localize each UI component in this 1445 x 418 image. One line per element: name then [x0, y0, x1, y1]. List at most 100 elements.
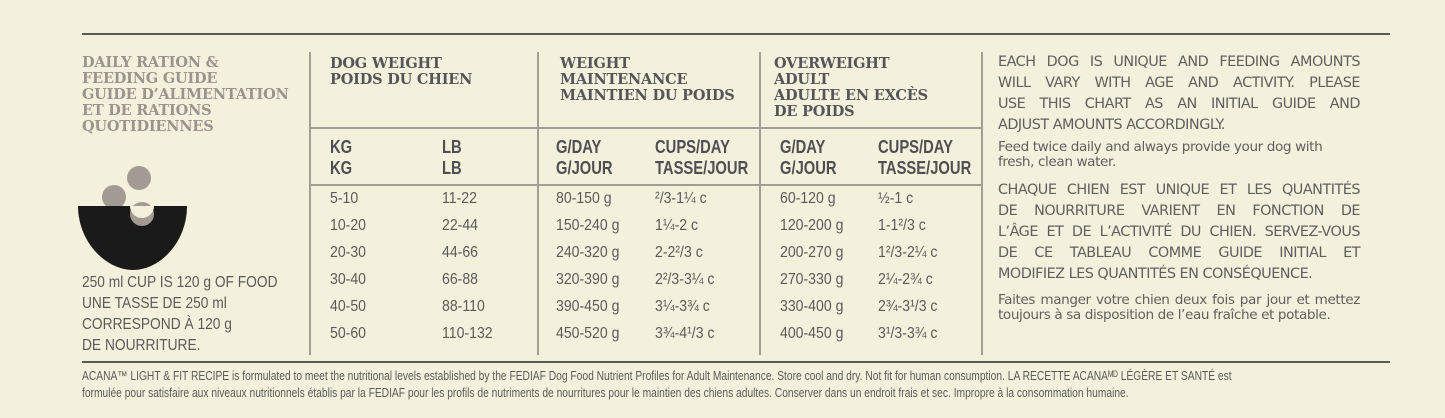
top-rule — [82, 33, 1390, 35]
cell-over-grams: 200-270 g — [780, 244, 844, 261]
subheader-divider — [310, 184, 982, 186]
header-line: DE POIDS — [774, 103, 855, 120]
cup-conversion-note: 250 ml CUP IS 120 g OF FOOD UNE TASSE DE… — [82, 272, 278, 356]
text-line: CHAQUE CHIEN EST UNIQUE ET LES QUANTITÉS — [998, 182, 1361, 198]
sub-line: KG — [330, 137, 353, 157]
cell-over-grams: 330-400 g — [780, 298, 844, 315]
title-line: QUOTIDIENNES — [82, 118, 214, 135]
over-cups-header: CUPS/DAY TASSE/JOUR — [878, 137, 971, 179]
text-line: DE CE TABLEAU COMME GUIDE INITIAL ET — [998, 245, 1361, 261]
sub-line: LB — [442, 137, 462, 157]
sub-line: LB — [442, 158, 462, 178]
title-line: FEEDING GUIDE — [82, 70, 218, 87]
cell-maint-cups: 3¾-4¹/3 c — [655, 325, 715, 342]
cell-kg: 30-40 — [330, 271, 367, 288]
feeding-guide-title: DAILY RATION & FEEDING GUIDE GUIDE D’ALI… — [82, 55, 307, 135]
text-line: EACH DOG IS UNIQUE AND FEEDING AMOUNTS — [998, 54, 1361, 70]
cell-maint-cups: 2²/3-3¼ c — [655, 271, 715, 288]
divider-weight-maint — [537, 52, 539, 355]
food-bowl-icon — [78, 166, 187, 270]
note-line: DE NOURRITURE. — [82, 337, 201, 354]
text-line: WILL VARY WITH AGE AND ACTIVITY. PLEASE — [998, 75, 1361, 91]
cell-over-cups: 2¼-2¾ c — [878, 271, 933, 288]
cell-maint-grams: 320-390 g — [556, 271, 620, 288]
cell-maint-grams: 390-450 g — [556, 298, 620, 315]
cell-lb: 22-44 — [442, 217, 479, 234]
cell-kg: 10-20 — [330, 217, 367, 234]
sub-line: TASSE/JOUR — [655, 158, 749, 178]
cell-maint-cups: 3¼-3¾ c — [655, 298, 710, 315]
fr-feeding-note: Faites manger votre chien deux fois par … — [998, 292, 1360, 323]
maint-cups-header: CUPS/DAY TASSE/JOUR — [655, 137, 748, 179]
cell-over-cups: ½-1 c — [878, 190, 914, 207]
cell-maint-grams: 450-520 g — [556, 325, 620, 342]
en-guidance-caps: EACH DOG IS UNIQUE AND FEEDING AMOUNTS W… — [998, 52, 1361, 136]
sub-line: G/DAY — [780, 137, 826, 157]
divider-overweight — [759, 52, 761, 355]
sub-line: G/JOUR — [556, 158, 613, 178]
sub-line: TASSE/JOUR — [878, 158, 972, 178]
header-line: MAINTENANCE — [560, 71, 688, 88]
text-line: USE THIS CHART AS AN INITIAL GUIDE AND — [998, 96, 1361, 112]
note-line: UNE TASSE DE 250 ml — [82, 295, 227, 312]
en-feeding-note: Feed twice daily and always provide your… — [998, 139, 1323, 170]
header-line: DOG WEIGHT — [330, 55, 442, 72]
cell-maint-grams: 240-320 g — [556, 244, 620, 261]
cell-over-cups: 2¾-3¹/3 c — [878, 298, 938, 315]
maint-gday-header: G/DAY G/JOUR — [556, 137, 613, 179]
legal-footer: ACANA™ LIGHT & FIT RECIPE is formulated … — [82, 368, 1312, 402]
cell-maint-cups: 1¼-2 c — [655, 217, 699, 234]
cell-lb: 88-110 — [442, 298, 485, 315]
dog-weight-header: DOG WEIGHT POIDS DU CHIEN — [330, 56, 472, 88]
cell-kg: 40-50 — [330, 298, 367, 315]
weight-maintenance-header: WEIGHT MAINTENANCE MAINTIEN DU POIDS — [560, 56, 735, 104]
cell-lb: 66-88 — [442, 271, 479, 288]
title-line: GUIDE D’ALIMENTATION — [82, 86, 289, 103]
cell-kg: 20-30 — [330, 244, 367, 261]
over-gday-header: G/DAY G/JOUR — [780, 137, 837, 179]
title-line: DAILY RATION & — [82, 54, 219, 71]
cell-over-cups: 1-1²/3 c — [878, 217, 926, 234]
cell-maint-grams: 150-240 g — [556, 217, 620, 234]
header-line: MAINTIEN DU POIDS — [560, 87, 735, 104]
divider-right — [981, 52, 983, 355]
sub-line: KG — [330, 158, 353, 178]
cell-lb: 110-132 — [442, 325, 493, 342]
cell-maint-cups: ²/3-1¼ c — [655, 190, 707, 207]
cell-over-grams: 270-330 g — [780, 271, 844, 288]
text-line: MODIFIEZ LES QUANTITÉS EN CONSÉQUENCE. — [998, 266, 1313, 282]
cell-maint-grams: 80-150 g — [556, 190, 612, 207]
cell-over-grams: 400-450 g — [780, 325, 844, 342]
cell-maint-cups: 2-2²/3 c — [655, 244, 703, 261]
lb-header: LB LB — [442, 137, 462, 179]
divider-left — [309, 52, 311, 355]
header-line: ADULTE EN EXCÈS — [774, 87, 928, 104]
cell-lb: 11-22 — [442, 190, 477, 207]
cell-over-grams: 120-200 g — [780, 217, 844, 234]
cell-over-cups: 3¹/3-3¾ c — [878, 325, 938, 342]
cell-lb: 44-66 — [442, 244, 479, 261]
sub-line: CUPS/DAY — [878, 137, 953, 157]
bottom-rule — [82, 361, 1390, 363]
kg-header: KG KG — [330, 137, 352, 179]
cell-kg: 5-10 — [330, 190, 359, 207]
overweight-adult-header: OVERWEIGHT ADULT ADULTE EN EXCÈS DE POID… — [774, 56, 928, 120]
header-line: OVERWEIGHT — [774, 55, 890, 72]
cell-kg: 50-60 — [330, 325, 367, 342]
text-line: DE NOURRITURE VARIENT EN FONCTION DE — [998, 203, 1361, 219]
note-line: 250 ml CUP IS 120 g OF FOOD — [82, 274, 278, 291]
footer-line: formulée pour satisfaire aux niveaux nut… — [82, 386, 1129, 400]
title-line: ET DE RATIONS — [82, 102, 212, 119]
cell-over-grams: 60-120 g — [780, 190, 836, 207]
text-line: L’ÂGE ET DE L’ACTIVITÉ DU CHIEN. SERVEZ-… — [998, 224, 1361, 240]
footer-line: ACANA™ LIGHT & FIT RECIPE is formulated … — [82, 369, 1232, 383]
sub-line: CUPS/DAY — [655, 137, 730, 157]
sub-line: G/JOUR — [780, 158, 837, 178]
note-line: CORRESPOND À 120 g — [82, 316, 232, 333]
header-line: WEIGHT — [560, 55, 630, 72]
fr-guidance-caps: CHAQUE CHIEN EST UNIQUE ET LES QUANTITÉS… — [998, 180, 1361, 285]
header-divider — [310, 127, 982, 129]
cell-over-cups: 1²/3-2¼ c — [878, 244, 938, 261]
sub-line: G/DAY — [556, 137, 602, 157]
text-line: ADJUST AMOUNTS ACCORDINGLY. — [998, 117, 1225, 133]
